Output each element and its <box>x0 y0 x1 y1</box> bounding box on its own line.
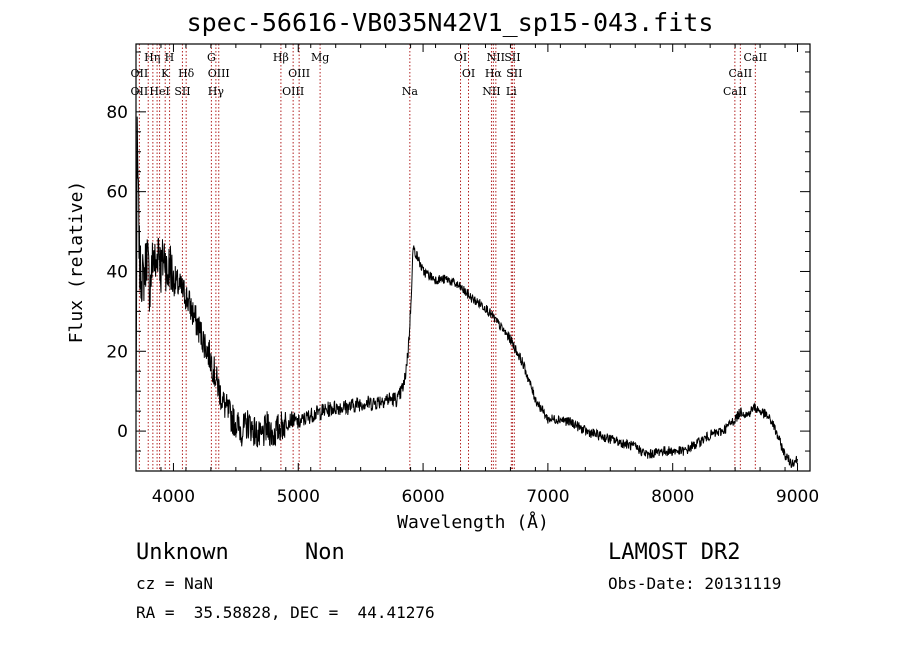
y-tick-label: 40 <box>106 262 128 282</box>
x-tick-label: 6000 <box>401 487 444 507</box>
y-tick-label: 20 <box>106 342 128 362</box>
line-marker-label: NII <box>487 51 505 64</box>
line-marker-label: G <box>207 51 216 64</box>
line-marker-label: Mg <box>311 51 329 64</box>
line-marker-label: OIII <box>288 67 310 80</box>
radec-text: RA = 35.58828, DEC = 44.41276 <box>136 603 435 622</box>
line-marker-label: OIII <box>208 67 230 80</box>
y-axis-label: Flux (relative) <box>66 181 87 344</box>
line-marker-label: K <box>161 67 170 80</box>
line-marker-label: HeI <box>149 85 169 98</box>
line-marker-label: Hβ <box>273 51 289 64</box>
line-marker-label: SII <box>174 85 190 98</box>
chart-title: spec-56616-VB035N42V1_sp15-043.fits <box>186 8 714 37</box>
plot-frame <box>135 43 811 472</box>
x-tick-label: 9000 <box>776 487 819 507</box>
line-markers <box>138 44 756 471</box>
x-tick-label: 5000 <box>277 487 320 507</box>
obs-date-text: Obs-Date: 20131119 <box>608 574 782 593</box>
line-marker-label: SII <box>506 67 522 80</box>
x-tick-label: 4000 <box>152 487 195 507</box>
axis-tick-labels: 4000 5000 6000 7000 8000 9000 0 20 40 60 80 <box>106 103 819 507</box>
line-marker-label: Li <box>506 85 517 98</box>
line-marker-label: OI <box>454 51 467 64</box>
redshift-text: cz = NaN <box>136 574 214 593</box>
line-marker-label: SII <box>504 51 520 64</box>
axis-ticks <box>135 44 811 472</box>
line-marker-label: CaII <box>743 51 767 64</box>
survey-name: LAMOST DR2 <box>608 540 741 565</box>
y-tick-label: 0 <box>117 422 128 442</box>
line-marker-label: Hγ <box>208 85 225 98</box>
line-marker-label: Hδ <box>178 67 195 80</box>
line-marker-label: CaII <box>729 67 753 80</box>
line-marker-label: Hη <box>144 51 160 64</box>
object-class: Unknown <box>136 540 229 565</box>
x-axis-label: Wavelength (Å) <box>397 511 549 533</box>
line-marker-label: NII <box>482 85 500 98</box>
line-marker-label: OII <box>131 67 149 80</box>
y-tick-label: 80 <box>106 103 128 123</box>
y-tick-label: 60 <box>106 183 128 203</box>
object-subclass: Non <box>305 540 345 565</box>
line-marker-label: OIII <box>282 85 304 98</box>
line-marker-label: H <box>165 51 175 64</box>
spectrum-line <box>135 116 798 468</box>
x-tick-label: 7000 <box>526 487 569 507</box>
line-marker-label: Na <box>402 85 419 98</box>
line-marker-label: CaII <box>723 85 747 98</box>
line-marker-label: Hα <box>485 67 503 80</box>
x-tick-label: 8000 <box>651 487 694 507</box>
line-marker-label: OI <box>462 67 475 80</box>
